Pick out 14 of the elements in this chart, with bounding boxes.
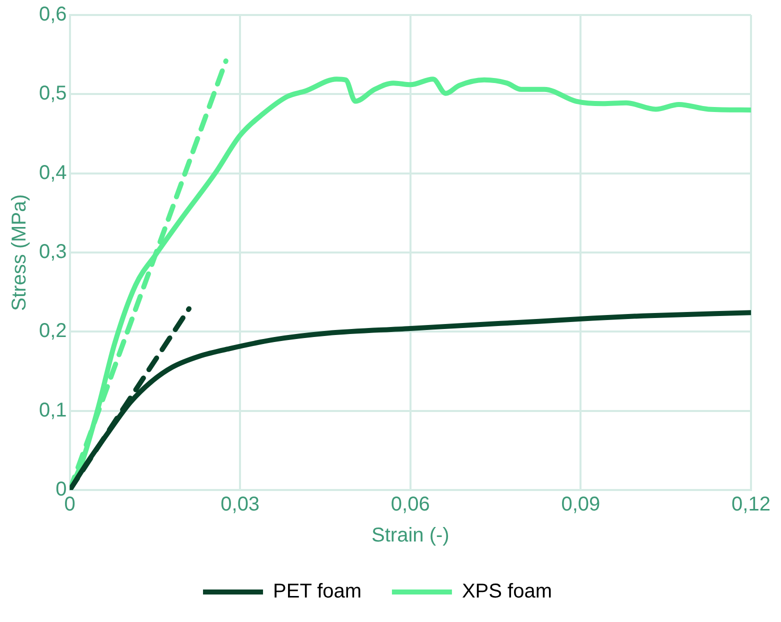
x-tick-label: 0,12 <box>732 494 770 516</box>
y-tick-label: 0,3 <box>38 241 67 264</box>
y-tick-label: 0,1 <box>38 399 67 422</box>
legend-label: XPS foam <box>462 580 552 603</box>
y-tick-label: 0,4 <box>38 162 67 184</box>
x-tick-label: 0,09 <box>561 494 600 516</box>
x-tick-label: 0,03 <box>220 494 260 516</box>
y-axis-title: Stress (MPa) <box>8 194 31 311</box>
y-tick-label: 0,2 <box>38 320 67 342</box>
y-tick-label: 0,6 <box>38 4 67 26</box>
y-tick-label: 0,5 <box>38 82 67 105</box>
x-tick-label: 0,06 <box>390 494 430 516</box>
legend-label: PET foam <box>273 580 362 603</box>
x-axis-title: Strain (-) <box>372 524 450 547</box>
